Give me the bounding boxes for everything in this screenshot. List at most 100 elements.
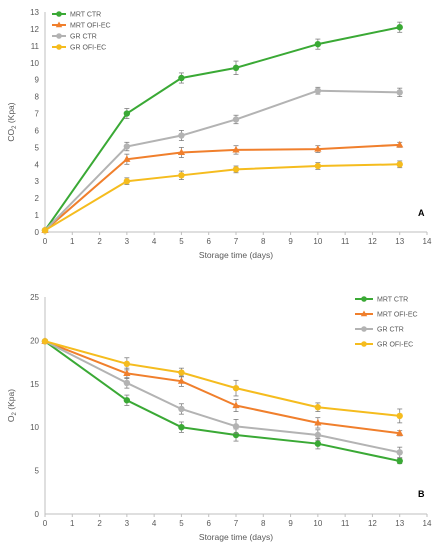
data-point	[41, 338, 49, 345]
data-point	[314, 418, 322, 426]
data-point	[396, 412, 403, 420]
x-tick-label: 4	[152, 519, 157, 528]
legend-label: MRT CTR	[70, 12, 101, 19]
x-tick-label: 2	[97, 237, 102, 246]
y-tick-label: 2	[35, 194, 40, 203]
series-2	[41, 338, 403, 458]
legend-label: GR CTR	[70, 34, 97, 41]
x-tick-label: 8	[261, 519, 266, 528]
legend-label: MRT OFI-EC	[377, 312, 418, 319]
series-0	[41, 338, 403, 465]
data-point	[314, 162, 322, 170]
series-line	[44, 340, 400, 454]
x-tick-label: 4	[152, 237, 157, 246]
y-tick-label: 10	[30, 423, 39, 432]
data-point	[123, 143, 131, 150]
data-point	[232, 166, 240, 173]
series-2	[41, 86, 403, 234]
data-point	[123, 360, 131, 368]
series-line	[44, 89, 400, 232]
legend-label: GR CTR	[377, 327, 404, 334]
y-axis-title-subscript: 2	[12, 125, 18, 129]
data-point	[314, 431, 322, 439]
y-tick-label: 7	[35, 110, 40, 119]
x-tick-label: 3	[125, 519, 130, 528]
data-point	[123, 155, 131, 162]
x-tick-label: 10	[313, 519, 322, 528]
data-point	[123, 110, 131, 117]
data-point	[314, 440, 322, 447]
series-0	[41, 21, 403, 234]
x-tick-label: 11	[341, 519, 350, 528]
x-tick-label: 9	[288, 519, 293, 528]
x-tick-label: 14	[423, 519, 432, 528]
y-tick-label: 0	[35, 228, 40, 237]
y-axis-title-subscript: 2	[12, 411, 18, 415]
data-point	[123, 369, 131, 376]
data-point	[396, 161, 403, 168]
legend-swatch-marker	[361, 326, 367, 332]
y-tick-label: 3	[35, 177, 40, 186]
data-point	[41, 227, 49, 234]
legend-swatch-marker	[361, 341, 367, 347]
y-tick-label: 11	[31, 42, 40, 51]
x-tick-label: 13	[395, 519, 404, 528]
x-tick-label: 10	[313, 237, 322, 246]
data-point	[178, 74, 185, 82]
series-3	[41, 160, 403, 234]
legend-label: MRT OFI-EC	[70, 23, 111, 30]
data-point	[396, 89, 403, 96]
series-line	[44, 26, 400, 231]
data-point	[396, 429, 404, 436]
data-point	[232, 384, 240, 392]
y-tick-label: 1	[35, 211, 40, 220]
x-tick-label: 0	[43, 519, 48, 528]
data-point	[232, 64, 240, 72]
x-tick-label: 12	[368, 519, 377, 528]
data-point	[178, 405, 185, 413]
data-point	[396, 24, 403, 31]
series-line	[44, 163, 400, 232]
y-axis-title: CO2 (Kpa)	[6, 102, 18, 141]
legend-swatch-marker	[56, 33, 62, 39]
legend-label: MRT CTR	[377, 297, 408, 304]
legend-swatch-marker	[55, 21, 63, 28]
y-tick-label: 8	[35, 93, 40, 102]
y-tick-label: 15	[30, 380, 39, 389]
series-line	[44, 340, 400, 417]
series-3	[41, 338, 403, 424]
legend-swatch-marker	[361, 296, 367, 302]
data-point	[123, 178, 131, 185]
data-point	[314, 40, 322, 48]
x-tick-label: 6	[206, 519, 211, 528]
chart-panel-co2: 0 1 2 3 4 5 6 7 8 9 10 11 12 13 14012345678910111213St…	[6, 8, 432, 260]
data-point	[232, 116, 240, 123]
y-tick-label: 13	[30, 8, 39, 17]
y-axis-title-unit: (Kpa)	[6, 389, 16, 412]
series-line	[44, 340, 400, 463]
data-point	[396, 457, 403, 465]
y-tick-label: 5	[35, 143, 40, 152]
legend-label: GR OFI-EC	[377, 342, 413, 349]
legend-swatch-marker	[360, 310, 368, 317]
y-axis-title: O2 (Kpa)	[6, 389, 18, 422]
y-tick-label: 12	[30, 25, 39, 34]
data-point	[123, 397, 131, 404]
x-tick-label: 11	[341, 237, 350, 246]
y-tick-label: 0	[35, 510, 40, 519]
y-tick-label: 9	[35, 76, 40, 85]
y-axis-title-unit: (Kpa)	[6, 102, 16, 125]
data-point	[232, 145, 240, 153]
y-tick-label: 25	[30, 293, 39, 302]
x-tick-label: 6	[206, 237, 211, 246]
data-point	[232, 423, 240, 430]
series-1	[41, 140, 404, 233]
x-tick-label: 7	[234, 237, 239, 246]
data-point	[232, 401, 240, 409]
data-point	[177, 377, 186, 384]
legend-swatch-marker	[56, 44, 62, 50]
x-tick-label: 0	[43, 237, 48, 246]
y-axis-title-main: O	[6, 415, 16, 422]
data-point	[178, 132, 185, 139]
